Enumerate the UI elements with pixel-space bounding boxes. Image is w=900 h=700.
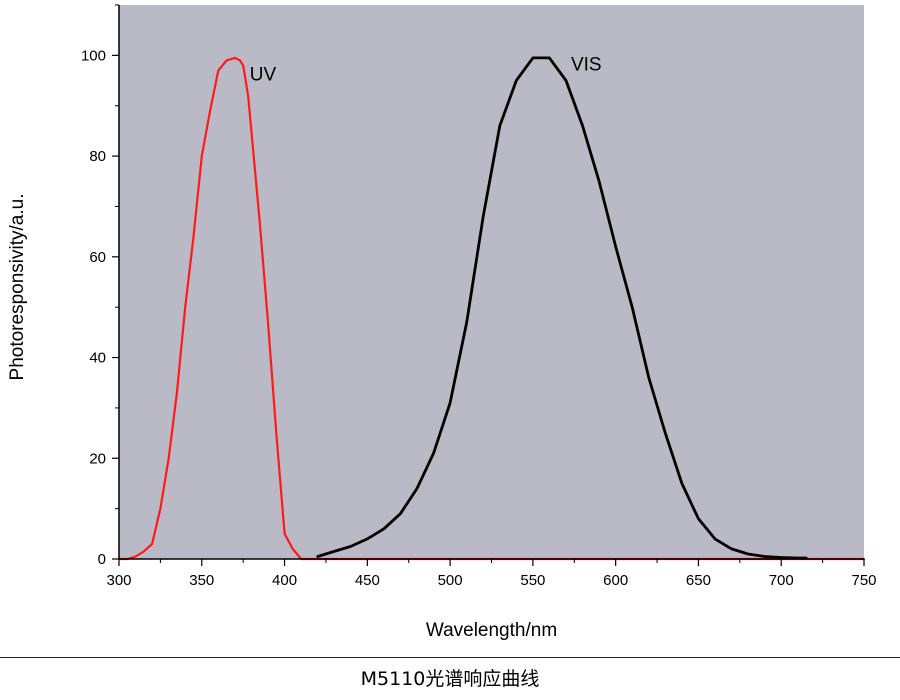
figure-caption: M5110光谱响应曲线 — [360, 668, 540, 690]
caption-divider — [0, 657, 900, 658]
x-tick-label: 350 — [189, 572, 214, 589]
plot-area — [119, 5, 864, 559]
x-tick-label: 450 — [355, 572, 380, 589]
x-tick-label: 700 — [769, 572, 794, 589]
tick-marks — [112, 4, 865, 566]
y-tick-label: 80 — [89, 148, 106, 165]
y-tick-label: 60 — [89, 249, 106, 266]
x-tick-label: 400 — [272, 572, 297, 589]
y-tick-label: 100 — [81, 47, 106, 64]
series-label-vis: VIS — [571, 54, 602, 75]
y-tick-label: 20 — [89, 450, 106, 467]
y-axis-title: Photoresponsivity/a.u. — [7, 194, 28, 381]
y-tick-label: 40 — [89, 350, 106, 367]
x-tick-label: 600 — [603, 572, 628, 589]
x-tick-label: 300 — [106, 572, 131, 589]
x-tick-label: 750 — [851, 572, 876, 589]
x-axis-title: Wavelength/nm — [426, 620, 557, 641]
x-tick-label: 650 — [686, 572, 711, 589]
spectral-response-chart: 300 350 400 450 500 550 600 650 700 750 0 20 40 60 80 1… — [7, 4, 877, 641]
y-tick-label: 0 — [98, 551, 106, 568]
series-line-vis — [316, 56, 808, 560]
tick-labels: 300 350 400 450 500 550 600 650 700 750 0 20 40 60 80 1… — [81, 47, 877, 589]
x-tick-label: 500 — [438, 572, 463, 589]
x-tick-label: 550 — [520, 572, 545, 589]
series-label-uv: UV — [250, 65, 277, 86]
